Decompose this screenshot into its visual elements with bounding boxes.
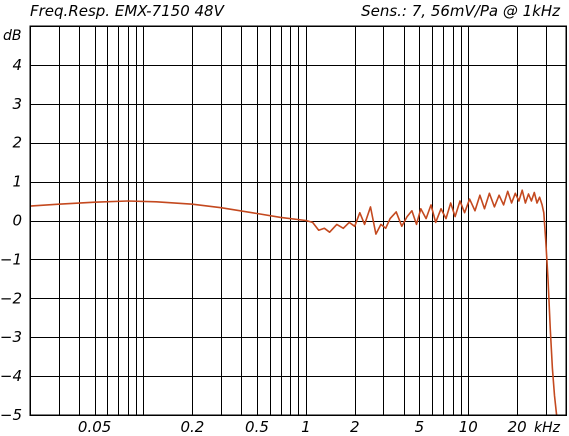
x-tick-label: 1 (301, 418, 311, 436)
x-tick-label: 20 (508, 418, 527, 436)
y-tick-label: −1 (0, 250, 22, 268)
y-tick-label: 0 (12, 212, 22, 230)
x-tick-label: 10 (459, 418, 478, 436)
y-tick-label: −5 (0, 406, 22, 424)
chart-subtitle: Sens.: 7, 56mV/Pa @ 1kHz (361, 2, 561, 20)
plot-grid (30, 26, 566, 415)
x-tick-label: 2 (350, 418, 360, 436)
x-tick-label: 0.2 (180, 418, 204, 436)
x-tick-label: 5 (415, 418, 425, 436)
y-tick-label: 3 (12, 95, 22, 113)
y-tick-labels: 4 3 2 1 0 −1 −2 −3 −4 −5 (0, 56, 22, 424)
x-tick-labels: 0.05 0.2 0.5 1 2 5 10 20 (78, 418, 527, 436)
y-tick-label: −3 (0, 328, 22, 346)
x-tick-label: 0.05 (78, 418, 111, 436)
x-tick-label: 0.5 (245, 418, 269, 436)
series-layer (29, 189, 558, 416)
y-tick-label: −2 (0, 289, 22, 307)
y-axis-unit-label: dB (3, 28, 22, 44)
y-tick-label: 2 (12, 134, 22, 152)
x-axis-unit-label: kHz (534, 420, 561, 436)
plot-frame (29, 25, 567, 416)
chart-title: Freq.Resp. EMX-7150 48V (30, 2, 226, 20)
y-tick-label: −4 (0, 367, 22, 385)
frequency-response-line (29, 189, 558, 416)
y-tick-label: 1 (12, 173, 22, 191)
y-tick-label: 4 (12, 56, 22, 74)
